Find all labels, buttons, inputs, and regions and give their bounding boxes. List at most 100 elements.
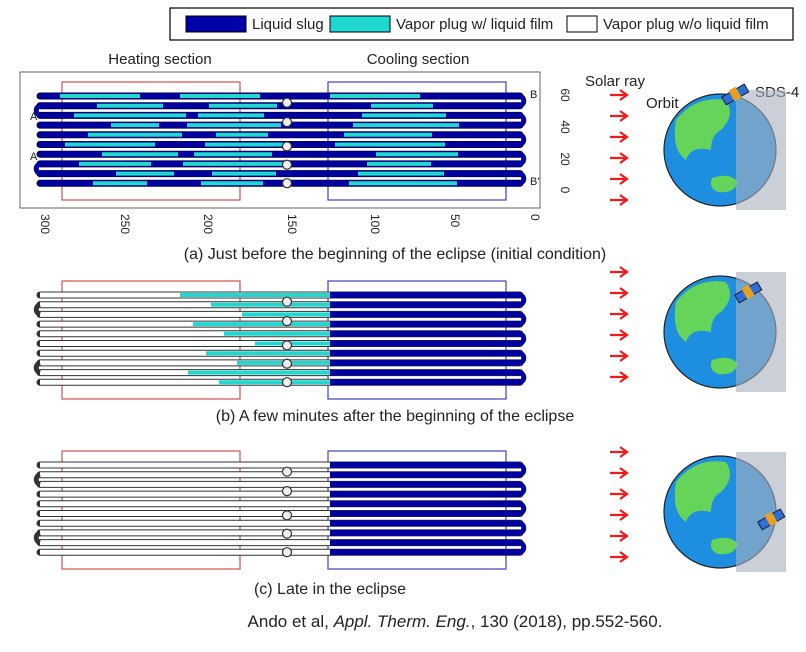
tube-bend xyxy=(519,462,527,478)
earth-shadow xyxy=(736,90,786,210)
tube-bend xyxy=(33,472,41,487)
legend-label: Vapor plug w/ liquid film xyxy=(396,16,553,33)
continent xyxy=(710,357,738,375)
valve xyxy=(281,340,293,351)
x-tick-label: 300 xyxy=(38,214,52,234)
citation-details: , 130 (2018), pp.552-560. xyxy=(471,612,663,631)
solar-arrow xyxy=(610,446,629,458)
citation-journal: Appl. Therm. Eng. xyxy=(333,612,471,631)
tube-bend xyxy=(519,311,527,327)
solar-ray-label: Solar ray xyxy=(585,73,646,90)
valve xyxy=(281,510,293,521)
continent xyxy=(674,461,730,522)
valve xyxy=(281,528,293,539)
y-tick-label: 0 xyxy=(558,187,572,194)
continent xyxy=(674,99,730,160)
axes-frame xyxy=(19,71,541,209)
solar-arrow xyxy=(610,467,629,479)
citation-authors: Ando et al, xyxy=(248,612,334,631)
tube-bend xyxy=(519,93,527,109)
port-label: A xyxy=(30,151,38,163)
tube-bend xyxy=(519,481,527,497)
tube-bend xyxy=(519,370,527,385)
valve xyxy=(281,178,293,189)
valve xyxy=(281,97,293,108)
continent xyxy=(710,537,738,555)
tube-bend xyxy=(33,103,41,118)
solar-arrow xyxy=(610,131,629,143)
solar-arrow xyxy=(610,194,629,206)
tube-bend xyxy=(519,331,527,346)
continent xyxy=(674,281,730,342)
tube-bend xyxy=(519,292,527,308)
tube-bend xyxy=(33,161,41,177)
tube-bend xyxy=(519,520,527,536)
section-label: Cooling section xyxy=(367,51,470,68)
solar-arrow xyxy=(610,530,629,542)
satellite-body xyxy=(741,284,755,300)
tube-bend xyxy=(33,530,41,546)
solar-arrow xyxy=(610,266,629,278)
tube-bend xyxy=(519,540,527,555)
x-tick-label: 50 xyxy=(448,214,462,228)
y-tick-label: 40 xyxy=(558,120,572,134)
legend-swatch xyxy=(329,15,391,33)
y-tick-label: 60 xyxy=(558,88,572,102)
x-tick-label: 200 xyxy=(201,214,215,234)
solar-arrow xyxy=(610,551,629,563)
continent xyxy=(710,175,738,193)
valve xyxy=(281,316,293,327)
valve xyxy=(281,116,293,128)
legend-label: Vapor plug w/o liquid film xyxy=(603,16,769,33)
valve xyxy=(281,159,293,170)
legend-swatch xyxy=(185,15,247,33)
port-label: B' xyxy=(530,176,539,188)
tube-bend xyxy=(519,132,527,147)
valve xyxy=(281,547,293,558)
section-label: Heating section xyxy=(108,51,211,68)
tube-bend xyxy=(519,350,527,366)
port-label: B xyxy=(530,89,537,101)
x-tick-label: 250 xyxy=(118,214,132,234)
tube-bend xyxy=(519,501,527,516)
tube-bend xyxy=(519,151,527,167)
x-tick-label: 0 xyxy=(528,214,542,221)
x-tick-label: 150 xyxy=(285,214,299,234)
caption: (c) Late in the eclipse xyxy=(254,581,406,598)
valve xyxy=(281,377,293,388)
solar-arrow xyxy=(610,152,629,164)
solar-arrow xyxy=(610,173,629,185)
caption: (a) Just before the beginning of the ecl… xyxy=(184,246,606,263)
solar-arrow xyxy=(610,488,629,500)
y-tick-label: 20 xyxy=(558,152,572,166)
orbit-label: Orbit xyxy=(646,95,679,112)
port-label: A' xyxy=(30,111,39,123)
tube-bend xyxy=(519,171,527,186)
valve xyxy=(281,486,293,497)
caption: (b) A few minutes after the beginning of… xyxy=(216,408,575,425)
solar-arrow xyxy=(610,308,629,320)
solar-arrow xyxy=(610,350,629,362)
tube-bend xyxy=(519,112,527,128)
solar-arrow xyxy=(610,287,629,299)
valve xyxy=(281,358,293,369)
solar-arrow xyxy=(610,110,629,122)
solar-arrow xyxy=(610,329,629,341)
citation: Ando et al, Appl. Therm. Eng., 130 (2018… xyxy=(248,612,663,631)
solar-arrow xyxy=(610,371,629,383)
legend-swatch xyxy=(566,15,598,33)
tube-bend xyxy=(33,302,41,317)
tube-bend xyxy=(33,360,41,376)
valve xyxy=(281,296,293,307)
legend-box xyxy=(169,7,794,41)
legend-label: Liquid slug xyxy=(252,16,324,33)
x-tick-label: 100 xyxy=(368,214,382,234)
solar-arrow xyxy=(610,89,629,101)
valve xyxy=(281,141,293,152)
satellite-body xyxy=(764,511,778,527)
valve xyxy=(281,466,293,477)
satellite-body xyxy=(728,86,742,102)
solar-arrow xyxy=(610,509,629,521)
